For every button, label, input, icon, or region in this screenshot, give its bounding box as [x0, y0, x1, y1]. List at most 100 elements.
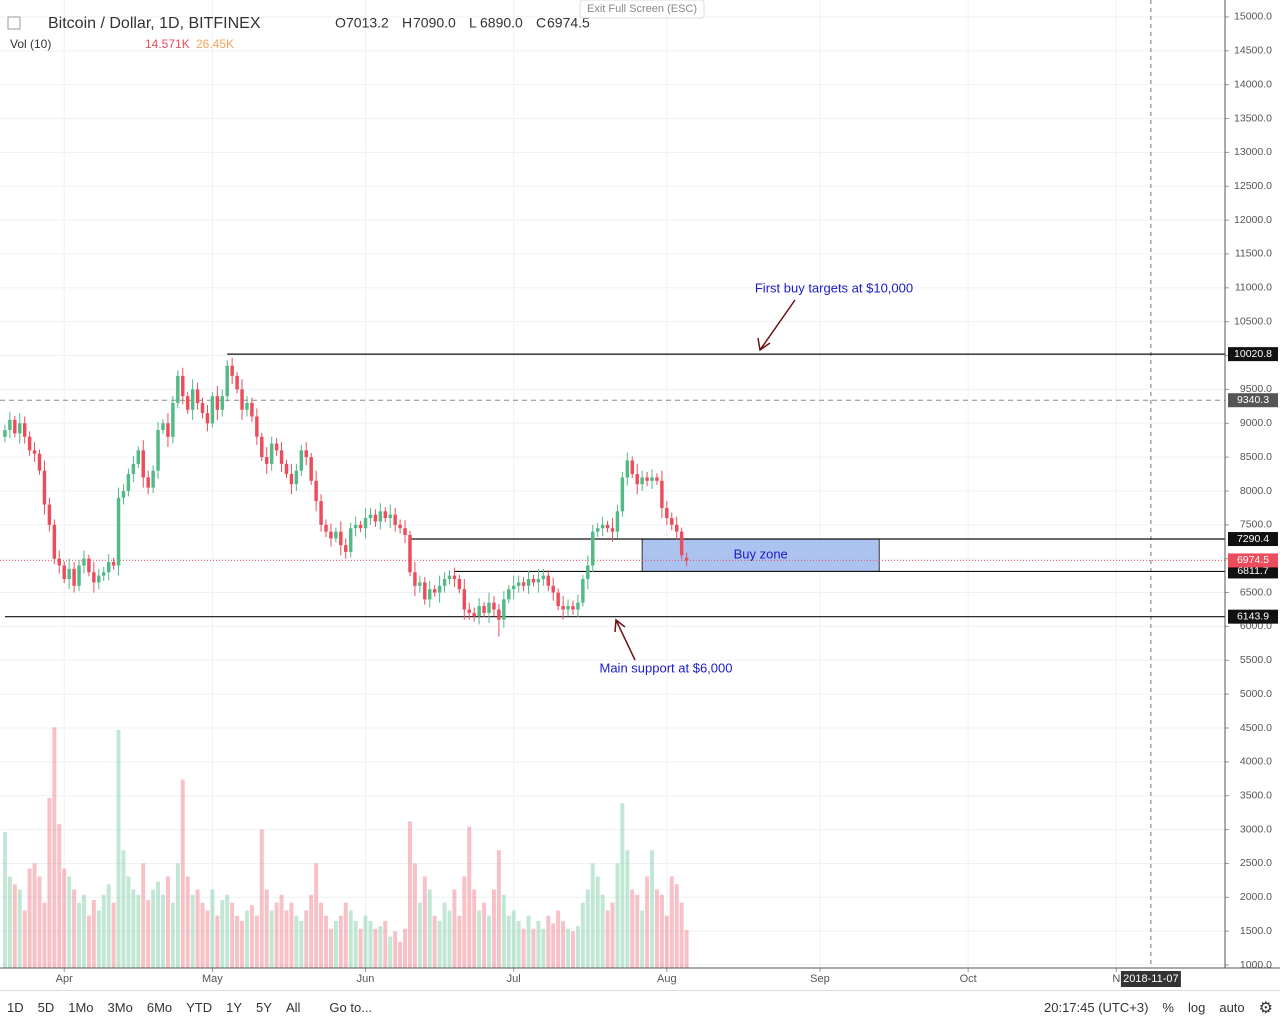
- volume-bar: [17, 889, 22, 968]
- volume-bar: [284, 910, 289, 968]
- candle-body: [77, 565, 81, 586]
- candle-body: [511, 585, 516, 590]
- percent[interactable]: %: [1162, 1000, 1174, 1015]
- log[interactable]: log: [1187, 1000, 1206, 1015]
- range-button[interactable]: 3Mo: [107, 1000, 133, 1015]
- settings[interactable]: ⚙: [1258, 999, 1273, 1017]
- candle-body: [428, 589, 432, 600]
- range-button[interactable]: 1D: [7, 1000, 24, 1015]
- range-button[interactable]: 5Y: [256, 1000, 272, 1015]
- price-tag-label: 9340.3: [1237, 394, 1269, 406]
- candle-body: [97, 575, 101, 583]
- volume-bar: [67, 876, 72, 968]
- candle-body: [235, 375, 239, 390]
- volume-bar: [27, 868, 32, 968]
- range-button[interactable]: 1Y: [226, 1000, 243, 1015]
- volume-bar: [403, 928, 408, 968]
- y-tick-label: 14500.0: [1234, 45, 1272, 57]
- volume-bar: [506, 915, 511, 968]
- volume-bar: [432, 915, 437, 968]
- candle-body: [156, 430, 160, 471]
- candle-body: [72, 568, 76, 586]
- candle-body: [640, 477, 644, 485]
- candle-body: [136, 450, 141, 464]
- crosshair-label: 2018-11-07: [1123, 973, 1178, 985]
- candle-body: [82, 558, 86, 566]
- range-button[interactable]: 6Mo: [146, 1000, 173, 1015]
- volume-bar: [437, 920, 442, 968]
- candle-body: [442, 579, 447, 586]
- candle-body: [210, 396, 215, 424]
- candle-body: [615, 511, 620, 532]
- volume-bar: [383, 920, 388, 968]
- candle-body: [200, 402, 205, 414]
- price-tag: [1228, 393, 1278, 408]
- volume-bar: [245, 910, 249, 968]
- candle-body: [324, 524, 328, 532]
- volume-bar: [447, 910, 452, 968]
- y-tick-label: 4500.0: [1240, 722, 1272, 734]
- candle-body: [161, 423, 165, 431]
- candle-body: [670, 518, 674, 525]
- exit-button[interactable]: [579, 0, 705, 19]
- volume-bar: [669, 876, 674, 968]
- candle-body: [344, 545, 348, 552]
- volume-bar: [417, 902, 422, 968]
- y-tick-label: 1000.0: [1240, 959, 1272, 971]
- arrow-head: [614, 618, 626, 633]
- candle-body: [255, 416, 259, 437]
- candle-body: [581, 579, 585, 603]
- goto[interactable]: Go to...: [329, 1000, 373, 1015]
- price-tag: [1228, 609, 1278, 624]
- ohlc-key: H: [402, 15, 412, 31]
- volume-bar: [610, 902, 615, 968]
- auto[interactable]: auto: [1219, 1000, 1245, 1015]
- volume-bar: [645, 876, 650, 968]
- volume-bar: [328, 928, 333, 968]
- volume-bar: [2, 831, 7, 968]
- volume-bar: [91, 899, 96, 968]
- candle-body: [605, 524, 610, 529]
- candle-body: [447, 575, 452, 580]
- price-tag-label: 6143.9: [1237, 610, 1269, 622]
- candle-body: [22, 423, 27, 437]
- y-tick-label: 3500.0: [1240, 789, 1272, 801]
- volume-bar: [126, 876, 131, 968]
- range-button[interactable]: All: [285, 1000, 301, 1015]
- volume-bar: [516, 920, 521, 968]
- range-button[interactable]: YTD: [186, 1000, 213, 1015]
- candle-body: [595, 528, 600, 532]
- candle-body: [536, 579, 541, 583]
- range-button[interactable]: 1Mo: [68, 1000, 94, 1015]
- candle-body: [383, 511, 388, 519]
- volume-bar: [294, 915, 299, 968]
- candle-body: [418, 582, 422, 586]
- volume-bar: [12, 884, 17, 968]
- candle-body: [260, 436, 264, 458]
- volume-bar: [590, 863, 595, 968]
- candle-body: [106, 562, 111, 573]
- volume-bar: [309, 894, 314, 968]
- price-tag-label: 10020.8: [1234, 348, 1272, 360]
- volume-bar: [249, 905, 254, 968]
- volume-bar: [422, 876, 427, 968]
- range-button[interactable]: 5D: [37, 1000, 55, 1015]
- toolbar: 1D 5D 1Mo 3Mo 6Mo YTD 1Y 5Y All Go to... 20:17:4…: [0, 990, 1280, 1024]
- collapse-icon[interactable]: [7, 16, 21, 30]
- exit-label[interactable]: Exit Full Screen (ESC): [587, 3, 697, 15]
- volume-bar: [52, 727, 57, 968]
- candle-body: [269, 443, 274, 464]
- price-tag: [1228, 564, 1278, 579]
- volume-bar: [452, 889, 457, 968]
- volume-bar: [190, 894, 195, 968]
- candle-body: [561, 606, 565, 610]
- candle-body: [309, 457, 313, 481]
- volume-bar: [595, 876, 600, 968]
- candle-body: [507, 589, 511, 600]
- volume-bar: [561, 920, 566, 968]
- candle-body: [684, 557, 689, 561]
- volume-bar: [146, 899, 151, 968]
- candle-body: [541, 575, 546, 580]
- candle-body: [329, 531, 333, 539]
- volume-bar: [482, 902, 487, 968]
